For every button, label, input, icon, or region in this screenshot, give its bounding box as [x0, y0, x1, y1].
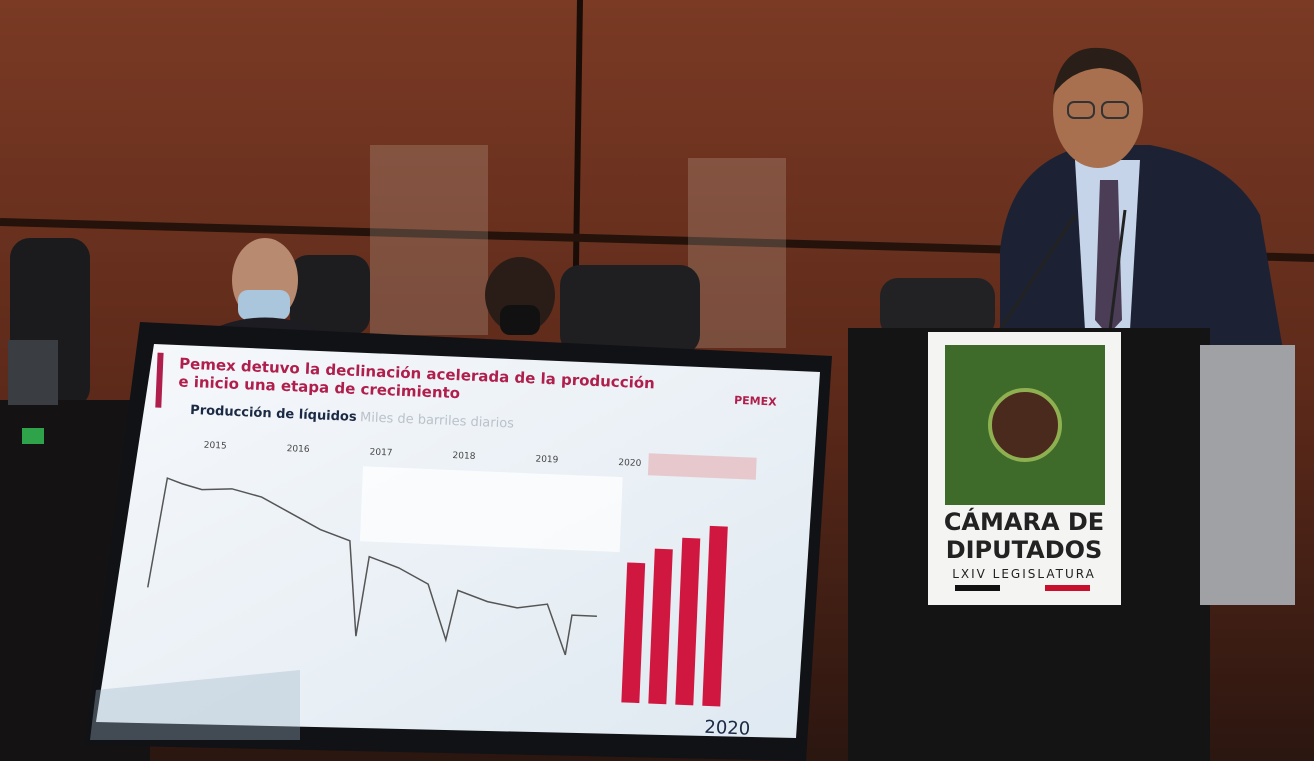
year-label: 2019 — [535, 455, 559, 466]
emblem-circle — [990, 390, 1060, 460]
chair — [560, 265, 700, 355]
chair — [290, 255, 370, 335]
face-mask — [500, 305, 540, 335]
photo: CÁMARA DE DIPUTADOS LXIV LEGISLATURA Pem… — [0, 0, 1314, 761]
year-label: 2018 — [452, 451, 476, 462]
year-label: 2015 — [204, 441, 227, 452]
sign-text: LXIV LEGISLATURA — [952, 567, 1096, 581]
page: CÁMARA DE DIPUTADOS LXIV LEGISLATURA Pem… — [0, 0, 1314, 761]
annotation-box — [360, 466, 623, 552]
flag-bar — [955, 585, 1000, 591]
glass-panel — [688, 158, 786, 348]
year-label: 2017 — [369, 448, 392, 459]
year-label: 2020 — [618, 458, 642, 469]
footer-year: 2020 — [704, 717, 751, 740]
podium-side — [1200, 345, 1295, 605]
monitor — [8, 340, 58, 405]
flag-bar — [1045, 585, 1090, 591]
sign-text: CÁMARA DE — [944, 507, 1104, 536]
glass-panel — [370, 145, 488, 335]
logo: PEMEX — [734, 394, 778, 409]
year-label: 2016 — [286, 444, 310, 455]
sign-text: DIPUTADOS — [946, 536, 1103, 564]
face-mask — [238, 290, 290, 320]
exit-sign — [22, 428, 44, 444]
forecast-header — [648, 453, 757, 480]
